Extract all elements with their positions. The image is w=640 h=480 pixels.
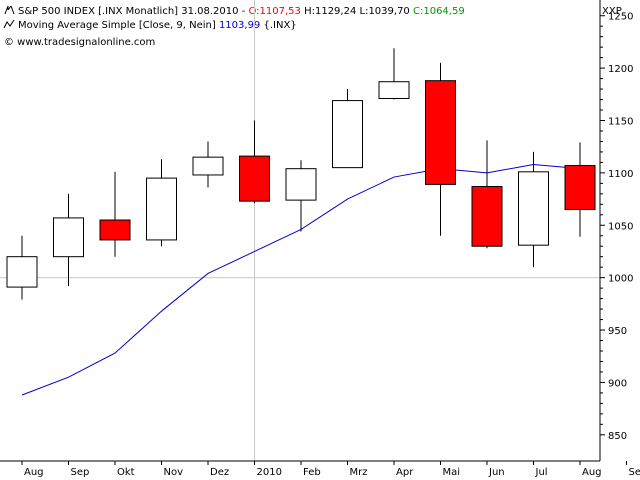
candle xyxy=(285,160,317,232)
candle-body-up xyxy=(285,168,317,201)
candle-body-up xyxy=(332,100,363,169)
x-tick-label: Jul xyxy=(535,467,548,478)
candle xyxy=(53,193,84,287)
candle-body-down xyxy=(425,80,456,185)
header-open-value: 1107,53 xyxy=(260,6,301,17)
ma-label: Moving Average Simple [Close, 9, Nein] xyxy=(18,20,219,31)
candle-body-up xyxy=(378,81,410,99)
moving-average-icon xyxy=(3,19,15,29)
y-tick-label: 900 xyxy=(608,378,627,389)
candle xyxy=(99,171,131,257)
candle-body-down xyxy=(564,165,596,211)
x-tick-label: Feb xyxy=(303,467,321,478)
x-tick-label: 2010 xyxy=(257,467,282,478)
ma-value: 1103,99 xyxy=(219,20,260,31)
x-tick-label: Sep xyxy=(71,467,90,478)
ma-symbol: {.INX} xyxy=(260,20,296,31)
y-tick-label: 1200 xyxy=(608,64,633,75)
candle xyxy=(518,151,549,268)
x-tick-label: Jun xyxy=(488,467,505,478)
candle xyxy=(332,89,363,169)
y-tick-label: 850 xyxy=(608,431,627,442)
y-tick-label: 1050 xyxy=(608,221,633,232)
x-tick-label: Mai xyxy=(443,467,461,478)
candle xyxy=(192,141,224,188)
header-line1: S&P 500 INDEX [.INX Monatlich] 31.08.201… xyxy=(18,6,465,17)
candle xyxy=(239,120,270,204)
ohlc-icon xyxy=(4,5,15,15)
header-high-low: H:1129,24 L:1039,70 xyxy=(301,6,413,17)
header-line2: Moving Average Simple [Close, 9, Nein] 1… xyxy=(18,20,297,31)
candle-body-up xyxy=(53,217,84,258)
y-tick-label: 1250 xyxy=(608,12,633,23)
header-close-value: 1064,59 xyxy=(423,6,464,17)
candle xyxy=(378,48,410,100)
candles-layer xyxy=(6,48,596,300)
corner-label: XXP xyxy=(602,6,622,17)
candle-body-up xyxy=(6,256,38,288)
candle xyxy=(146,159,177,247)
candle xyxy=(6,235,38,300)
candle-body-up xyxy=(146,177,177,241)
candle-body-down xyxy=(239,155,270,202)
grid-layer xyxy=(0,0,600,461)
header-close-label: C: xyxy=(413,6,423,17)
x-tick-label: Nov xyxy=(164,467,184,478)
candle-body-down xyxy=(471,185,503,247)
header-symbol-text: S&P 500 INDEX [.INX Monatlich] 31.08.201… xyxy=(18,6,248,17)
x-tick-label: Mrz xyxy=(350,467,368,478)
x-tick-label: Apr xyxy=(396,467,414,478)
y-tick-label: 1000 xyxy=(608,274,633,285)
candle-body-down xyxy=(99,219,131,241)
x-tick-label: Aug xyxy=(582,467,602,478)
y-tick-label: 1150 xyxy=(608,116,633,127)
x-tick-label: Dez xyxy=(210,467,229,478)
x-tick-label: Aug xyxy=(24,467,44,478)
candle xyxy=(471,140,503,249)
header: S&P 500 INDEX [.INX Monatlich] 31.08.201… xyxy=(3,5,622,48)
candle xyxy=(425,62,456,236)
candle-body-up xyxy=(518,171,549,246)
candle xyxy=(564,142,596,237)
x-tick-label: Sep xyxy=(629,467,640,478)
y-tick-label: 950 xyxy=(608,326,627,337)
copyright-text: © www.tradesignalonline.com xyxy=(4,37,155,48)
candle-body-up xyxy=(192,156,224,176)
x-tick-label: Okt xyxy=(117,467,135,478)
y-tick-label: 1100 xyxy=(608,169,633,180)
